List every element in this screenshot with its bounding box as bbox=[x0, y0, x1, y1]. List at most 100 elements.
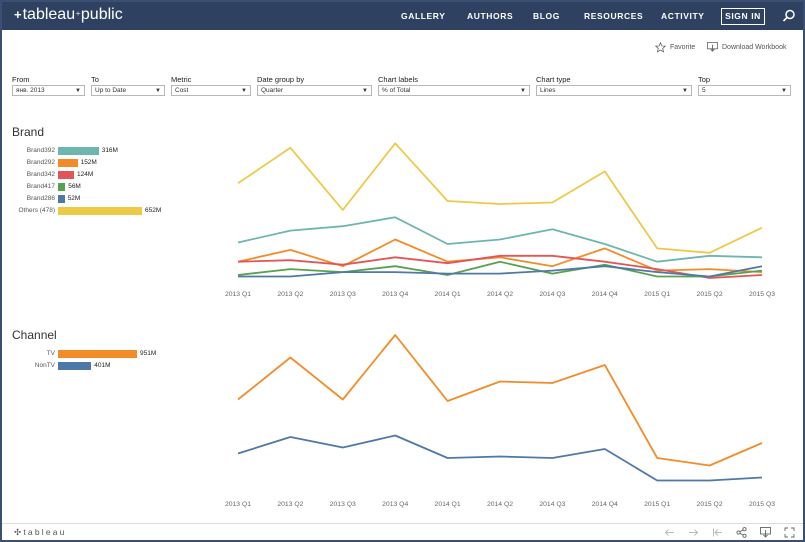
filter-from-dropdown[interactable]: янв. 2013 ▼ bbox=[12, 85, 85, 96]
download-icon bbox=[707, 42, 718, 52]
brand-series-line[interactable] bbox=[237, 260, 763, 278]
brand-x-tick-label: 2013 Q2 bbox=[277, 291, 303, 298]
brand-legend-bar[interactable] bbox=[58, 171, 74, 179]
brand-legend-bar[interactable] bbox=[58, 159, 78, 167]
filter-chart-labels-value: % of Total bbox=[382, 87, 411, 94]
brand-series-line[interactable] bbox=[238, 265, 763, 278]
logo-plus-separator-icon: ⁺ bbox=[75, 10, 81, 22]
brand-x-tick-label: 2013 Q4 bbox=[382, 291, 408, 298]
brand-legend-name[interactable]: Brand392 bbox=[26, 147, 55, 154]
channel-legend-name[interactable]: NonTV bbox=[34, 362, 55, 369]
channel-x-tick-label: 2014 Q2 bbox=[487, 501, 513, 508]
fullscreen-icon[interactable] bbox=[784, 527, 795, 538]
channel-series-line[interactable] bbox=[237, 334, 763, 467]
brand-legend-value: 652M bbox=[145, 207, 162, 214]
chevron-down-icon: ▼ bbox=[241, 88, 247, 94]
channel-legend-bar[interactable] bbox=[58, 362, 92, 370]
top-nav-bar: +tableau⁺public GALLERY AUTHORS BLOG RES… bbox=[2, 2, 803, 30]
filter-chart-type-dropdown[interactable]: Lines ▼ bbox=[536, 85, 692, 96]
brand-legend-name[interactable]: Brand342 bbox=[26, 171, 55, 178]
nav-authors[interactable]: AUTHORS bbox=[467, 11, 514, 21]
brand-legend-bar[interactable] bbox=[58, 183, 66, 191]
filter-chart-type-value: Lines bbox=[540, 87, 556, 94]
channel-legend-value: 951M bbox=[140, 350, 157, 357]
chevron-down-icon: ▼ bbox=[362, 88, 368, 94]
sign-in-button[interactable]: SIGN IN bbox=[721, 8, 765, 25]
filter-metric-dropdown[interactable]: Cost ▼ bbox=[171, 85, 251, 96]
channel-x-tick-label: 2013 Q1 bbox=[225, 501, 251, 508]
brand-series-line[interactable] bbox=[237, 238, 763, 273]
nav-resources[interactable]: RESOURCES bbox=[584, 11, 644, 21]
brand-x-tick-label: 2014 Q3 bbox=[539, 291, 565, 298]
channel-x-tick-label: 2014 Q3 bbox=[539, 501, 565, 508]
tableau-plus-icon: ✣ bbox=[14, 527, 24, 537]
bottom-toolbar: ✣tableau bbox=[2, 523, 803, 540]
brand-legend-bar[interactable] bbox=[58, 207, 142, 215]
channel-x-tick-label: 2013 Q3 bbox=[330, 501, 356, 508]
brand-x-tick-label: 2013 Q3 bbox=[330, 291, 356, 298]
filter-chart-labels-dropdown[interactable]: % of Total ▼ bbox=[378, 85, 530, 96]
channel-series-line[interactable] bbox=[237, 434, 763, 482]
channel-x-tick-label: 2015 Q2 bbox=[697, 501, 723, 508]
brand-legend-bar[interactable] bbox=[58, 195, 65, 203]
brand-legend-value: 124M bbox=[76, 171, 94, 178]
download-workbook-button[interactable]: Download Workbook bbox=[707, 42, 786, 52]
channel-line-chart: 2013 Q1 2013 Q2 2013 Q3 2013 Q4 2014 Q1 2014 … bbox=[225, 334, 775, 508]
channel-x-tick-label: 2015 Q1 bbox=[644, 501, 670, 508]
share-icon[interactable] bbox=[736, 527, 747, 538]
brand-x-tick-label: 2014 Q4 bbox=[592, 291, 618, 298]
filter-to-value: Up to Date bbox=[95, 87, 127, 94]
brand-series-line[interactable] bbox=[237, 254, 763, 279]
download-icon[interactable] bbox=[760, 527, 771, 538]
chevron-down-icon: ▼ bbox=[75, 88, 81, 94]
filter-to-dropdown[interactable]: Up to Date ▼ bbox=[91, 85, 165, 96]
channel-x-tick-label: 2013 Q2 bbox=[277, 501, 303, 508]
brand-x-tick-label: 2013 Q1 bbox=[225, 291, 251, 298]
chevron-down-icon: ▼ bbox=[781, 88, 787, 94]
logo-text: tableau bbox=[22, 6, 76, 23]
filter-chart-labels-label: Chart labels bbox=[378, 75, 419, 84]
filter-date-group-dropdown[interactable]: Quarter ▼ bbox=[257, 85, 372, 96]
brand-legend-value: 56M bbox=[68, 183, 81, 190]
tableau-footer-logo[interactable]: ✣tableau bbox=[14, 527, 67, 538]
nav-blog[interactable]: BLOG bbox=[533, 11, 560, 21]
favorite-button[interactable]: Favorite bbox=[655, 42, 695, 53]
channel-x-tick-label: 2015 Q3 bbox=[749, 501, 775, 508]
nav-activity[interactable]: ACTIVITY bbox=[661, 11, 705, 21]
nav-gallery[interactable]: GALLERY bbox=[401, 11, 446, 21]
channel-x-tick-label: 2014 Q1 bbox=[435, 501, 461, 508]
brand-x-tick-label: 2014 Q2 bbox=[487, 291, 513, 298]
brand-x-tick-label: 2015 Q2 bbox=[697, 291, 723, 298]
channel-section-title: Channel bbox=[12, 328, 57, 342]
filter-date-group-value: Quarter bbox=[261, 87, 284, 94]
brand-series-line[interactable] bbox=[237, 142, 763, 254]
favorite-label: Favorite bbox=[670, 44, 696, 51]
filter-from-label: From bbox=[12, 75, 30, 84]
brand-legend-name[interactable]: Brand292 bbox=[26, 159, 55, 166]
brand-legend-name[interactable]: Brand286 bbox=[26, 195, 55, 202]
filter-top-dropdown[interactable]: 5 ▼ bbox=[698, 85, 791, 96]
filter-top-value: 5 bbox=[702, 87, 706, 94]
chevron-down-icon: ▼ bbox=[520, 88, 526, 94]
filter-from-value: янв. 2013 bbox=[16, 87, 45, 94]
tableau-plus-icon: + bbox=[14, 7, 22, 22]
filter-metric-label: Metric bbox=[171, 75, 192, 84]
brand-legend-bar[interactable] bbox=[58, 147, 99, 155]
channel-legend-value: 401M bbox=[94, 362, 111, 369]
search-icon[interactable] bbox=[782, 9, 796, 23]
brand-series-line[interactable] bbox=[237, 216, 763, 263]
brand-legend-name[interactable]: Others (478) bbox=[18, 207, 56, 214]
channel-legend-name[interactable]: TV bbox=[46, 350, 55, 357]
brand-line-chart: 2013 Q1 2013 Q2 2013 Q3 2013 Q4 2014 Q1 2014 … bbox=[225, 142, 775, 298]
download-label: Download Workbook bbox=[722, 43, 787, 51]
undo-icon[interactable] bbox=[664, 527, 675, 538]
channel-x-tick-label: 2013 Q4 bbox=[382, 501, 408, 508]
brand-x-tick-label: 2015 Q1 bbox=[644, 291, 670, 298]
revert-icon[interactable] bbox=[712, 527, 723, 538]
logo-suffix: public bbox=[80, 6, 123, 23]
tableau-public-logo[interactable]: +tableau⁺public bbox=[14, 6, 123, 24]
channel-legend-bar[interactable] bbox=[58, 350, 137, 358]
redo-icon[interactable] bbox=[688, 527, 699, 538]
brand-x-tick-label: 2014 Q1 bbox=[435, 291, 461, 298]
brand-legend-name[interactable]: Brand417 bbox=[26, 183, 55, 190]
